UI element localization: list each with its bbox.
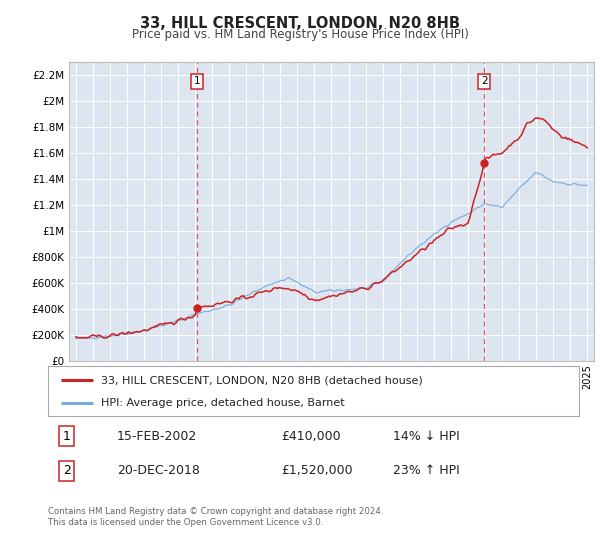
Text: Price paid vs. HM Land Registry's House Price Index (HPI): Price paid vs. HM Land Registry's House … xyxy=(131,28,469,41)
Text: £1,520,000: £1,520,000 xyxy=(281,464,353,478)
Text: 23% ↑ HPI: 23% ↑ HPI xyxy=(393,464,460,478)
Text: 1: 1 xyxy=(62,430,71,443)
Text: 2: 2 xyxy=(481,76,488,86)
Text: Contains HM Land Registry data © Crown copyright and database right 2024.: Contains HM Land Registry data © Crown c… xyxy=(48,507,383,516)
Text: 1: 1 xyxy=(194,76,200,86)
Text: This data is licensed under the Open Government Licence v3.0.: This data is licensed under the Open Gov… xyxy=(48,518,323,527)
Text: 33, HILL CRESCENT, LONDON, N20 8HB: 33, HILL CRESCENT, LONDON, N20 8HB xyxy=(140,16,460,31)
Text: 33, HILL CRESCENT, LONDON, N20 8HB (detached house): 33, HILL CRESCENT, LONDON, N20 8HB (deta… xyxy=(101,375,423,385)
Text: 15-FEB-2002: 15-FEB-2002 xyxy=(117,430,197,443)
Text: £410,000: £410,000 xyxy=(281,430,341,443)
Text: HPI: Average price, detached house, Barnet: HPI: Average price, detached house, Barn… xyxy=(101,398,345,408)
Text: 20-DEC-2018: 20-DEC-2018 xyxy=(117,464,200,478)
Text: 14% ↓ HPI: 14% ↓ HPI xyxy=(393,430,460,443)
Text: 2: 2 xyxy=(62,464,71,478)
